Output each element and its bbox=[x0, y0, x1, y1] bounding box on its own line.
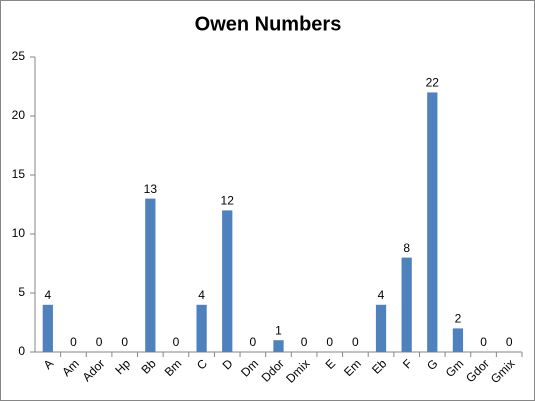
value-label: 2 bbox=[455, 312, 462, 326]
value-label: 1 bbox=[275, 323, 282, 337]
value-label: 0 bbox=[506, 335, 513, 349]
value-label: 0 bbox=[250, 335, 257, 349]
value-label: 0 bbox=[70, 335, 77, 349]
y-tick-label: 25 bbox=[12, 49, 26, 63]
bar bbox=[222, 210, 233, 352]
value-label: 0 bbox=[173, 335, 180, 349]
y-tick-label: 15 bbox=[12, 167, 26, 181]
chart-title: Owen Numbers bbox=[195, 13, 342, 35]
y-tick-label: 20 bbox=[12, 108, 26, 122]
y-tick-label: 0 bbox=[18, 344, 25, 358]
bar bbox=[427, 92, 438, 353]
value-label: 0 bbox=[121, 335, 128, 349]
bar bbox=[196, 304, 207, 352]
value-label: 12 bbox=[221, 194, 235, 208]
value-label: 0 bbox=[96, 335, 103, 349]
bar bbox=[42, 304, 53, 352]
value-label: 13 bbox=[144, 182, 158, 196]
bar bbox=[401, 257, 412, 352]
value-label: 0 bbox=[480, 335, 487, 349]
bar bbox=[452, 328, 464, 352]
value-label: 22 bbox=[426, 76, 440, 90]
y-tick-label: 5 bbox=[18, 285, 25, 299]
value-label: 8 bbox=[403, 241, 410, 255]
bar bbox=[145, 198, 156, 352]
bar bbox=[375, 304, 387, 352]
bar bbox=[273, 340, 284, 352]
value-label: 0 bbox=[326, 335, 333, 349]
value-label: 0 bbox=[352, 335, 359, 349]
value-label: 4 bbox=[198, 288, 205, 302]
y-tick-label: 10 bbox=[12, 226, 26, 240]
value-label: 4 bbox=[378, 288, 385, 302]
value-label: 0 bbox=[301, 335, 308, 349]
value-label: 4 bbox=[44, 288, 51, 302]
